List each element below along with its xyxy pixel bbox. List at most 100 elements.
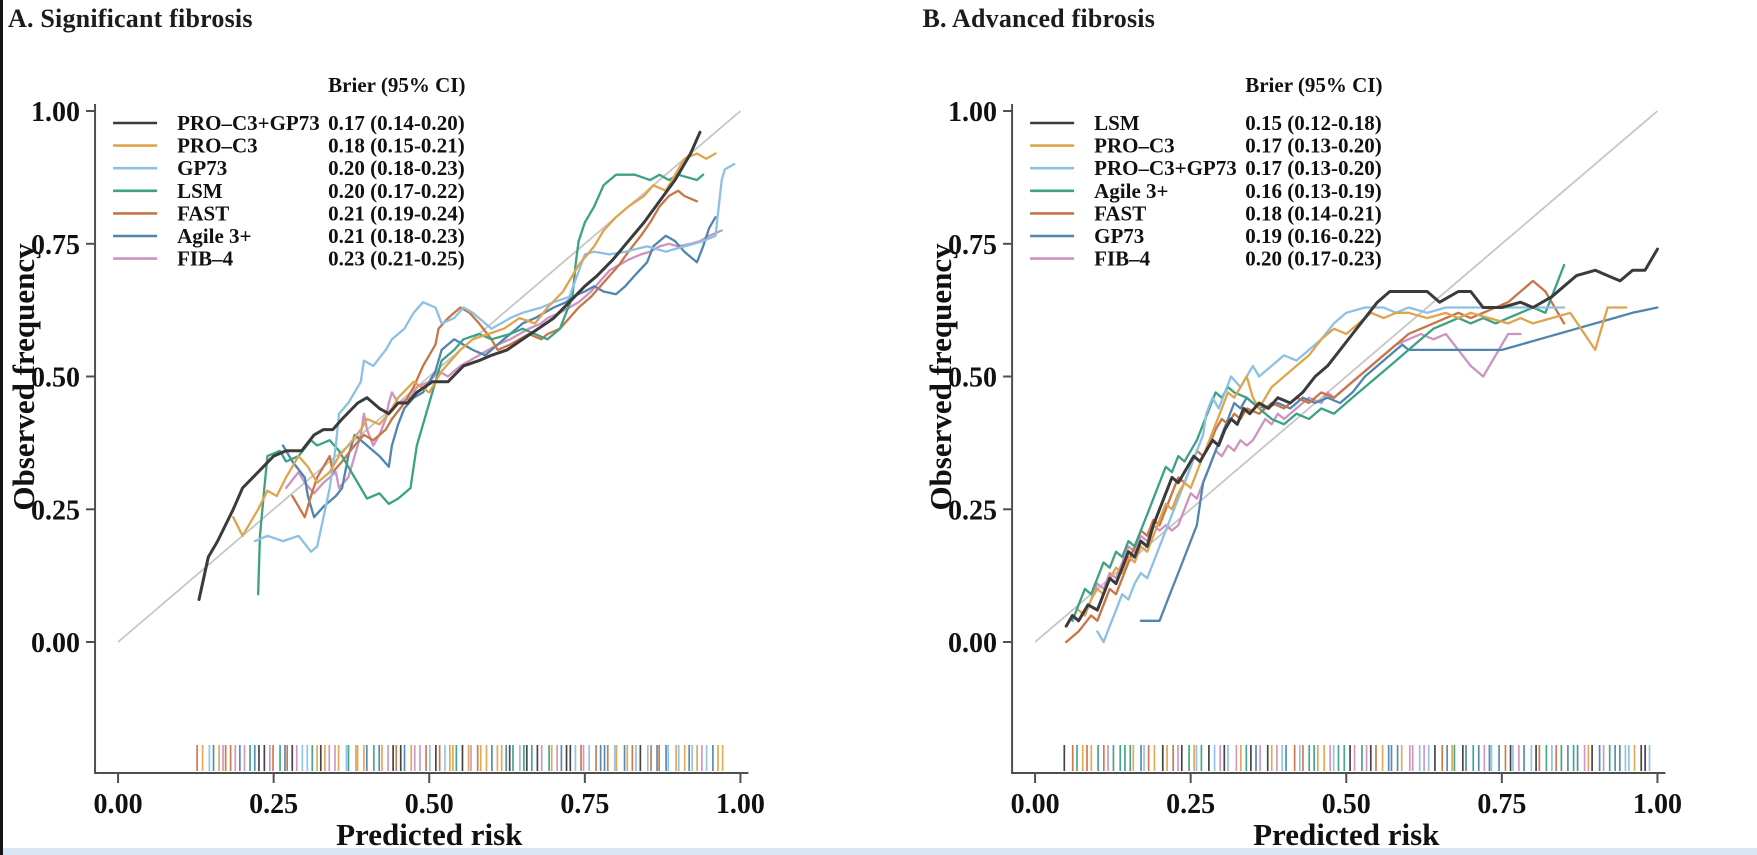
legend-label: Agile 3+: [1094, 179, 1168, 203]
series-line-pro-c3: [1076, 306, 1627, 617]
svg-text:1.00: 1.00: [31, 97, 80, 128]
panel-b-title: B. Advanced fibrosis: [922, 4, 1156, 33]
legend-brier-value: 0.19 (0.16-0.22): [1245, 224, 1382, 248]
legend-header: Brier (95% CI): [328, 73, 465, 97]
legend-brier-value: 0.17 (0.13-0.20): [1245, 156, 1382, 180]
legend-item-fast: FAST 0.18 (0.14-0.21): [1029, 201, 1382, 225]
legend-item-gp73: GP73 0.20 (0.18-0.23): [113, 156, 465, 180]
legend-item-pro-c3-gp73: PRO–C3+GP73 0.17 (0.14-0.20): [113, 111, 465, 135]
legend-brier-value: 0.16 (0.13-0.19): [1245, 179, 1382, 203]
y-axis: [1002, 104, 1013, 773]
legend-label: PRO–C3: [177, 134, 258, 158]
x-axis: [1010, 772, 1665, 783]
svg-text:0.25: 0.25: [948, 495, 997, 526]
legend-item-pro-c3-gp73: PRO–C3+GP73 0.17 (0.13-0.20): [1029, 156, 1382, 180]
y-tick-labels: 0.00 0.25 0.50 0.75 1.00: [31, 97, 80, 659]
svg-text:0.00: 0.00: [94, 789, 143, 820]
legend-item-fib-4: FIB–4 0.20 (0.17-0.23): [1029, 247, 1382, 271]
legend-brier-value: 0.15 (0.12-0.18): [1245, 111, 1382, 135]
legend-brier-value: 0.17 (0.13-0.20): [1245, 134, 1382, 158]
legend-label: FIB–4: [177, 247, 234, 271]
legend-brier-value: 0.20 (0.18-0.23): [328, 156, 465, 180]
series-line-lsm: [1064, 247, 1659, 628]
legend-brier-value: 0.21 (0.18-0.23): [328, 224, 465, 248]
legend: Brier (95% CI) PRO–C3+GP73 0.17 (0.14-0.20…: [113, 73, 465, 271]
svg-text:0.00: 0.00: [948, 628, 997, 659]
series-line-fib-4: [1083, 332, 1522, 617]
svg-text:0.75: 0.75: [948, 230, 997, 261]
legend-item-lsm: LSM 0.20 (0.17-0.22): [113, 179, 465, 203]
bottom-strip: [0, 848, 1757, 855]
svg-text:0.25: 0.25: [1166, 789, 1215, 820]
svg-text:0.75: 0.75: [1477, 789, 1526, 820]
legend-brier-value: 0.20 (0.17-0.22): [328, 179, 465, 203]
legend-item-fast: FAST 0.21 (0.19-0.24): [113, 201, 465, 225]
legend-item-agile-3: Agile 3+ 0.21 (0.18-0.23): [113, 224, 465, 248]
legend-label: LSM: [1094, 111, 1140, 135]
series-line-lsm: [256, 173, 705, 596]
series-line-gp73: [1139, 306, 1659, 622]
svg-text:1.00: 1.00: [716, 789, 765, 820]
series-line-fib-4: [284, 229, 723, 495]
legend-brier-value: 0.18 (0.15-0.21): [328, 134, 465, 158]
series-line-gp73: [253, 162, 736, 553]
legend-label: FAST: [177, 201, 229, 225]
series-lines: [197, 130, 736, 601]
legend-item-lsm: LSM 0.15 (0.12-0.18): [1029, 111, 1382, 135]
x-tick-labels: 0.00 0.25 0.50 0.75 1.00: [94, 789, 765, 820]
svg-text:0.50: 0.50: [405, 789, 454, 820]
legend-header: Brier (95% CI): [1245, 73, 1382, 97]
legend-item-gp73: GP73 0.19 (0.16-0.22): [1029, 224, 1382, 248]
svg-text:0.00: 0.00: [31, 628, 80, 659]
y-tick-labels: 0.00 0.25 0.50 0.75 1.00: [948, 97, 997, 659]
svg-text:1.00: 1.00: [1632, 789, 1681, 820]
window-left-edge: [0, 0, 3, 855]
series-line-fast: [1064, 279, 1565, 644]
legend-label: GP73: [1094, 224, 1144, 248]
svg-text:0.25: 0.25: [249, 789, 298, 820]
panel-significant-fibrosis: A. Significant fibrosis 0.00 0.25 0.50 0.75…: [6, 4, 765, 852]
legend-label: LSM: [177, 179, 223, 203]
svg-text:0.75: 0.75: [560, 789, 609, 820]
legend-label: FIB–4: [1094, 247, 1151, 271]
legend-item-pro-c3: PRO–C3 0.18 (0.15-0.21): [113, 134, 465, 158]
rug-ticks: [1062, 745, 1650, 771]
x-axis-title: Predicted risk: [336, 817, 523, 852]
panel-advanced-fibrosis: B. Advanced fibrosis 0.00 0.25 0.50 0.75 1.0…: [879, 0, 1757, 855]
legend-label: PRO–C3: [1094, 134, 1175, 158]
series-line-pro-c3-gp73: [197, 130, 702, 601]
series-line-agile-3: [281, 216, 717, 519]
x-tick-labels: 0.00 0.25 0.50 0.75 1.00: [1010, 789, 1681, 820]
y-axis-title: Observed frequency: [6, 243, 41, 511]
svg-text:0.25: 0.25: [31, 495, 80, 526]
rug-ticks: [196, 745, 724, 771]
legend-label: PRO–C3+GP73: [177, 111, 320, 135]
legend-brier-value: 0.18 (0.14-0.21): [1245, 201, 1382, 225]
legend-label: PRO–C3+GP73: [1094, 156, 1237, 180]
y-axis: [86, 104, 97, 773]
svg-text:0.50: 0.50: [31, 363, 80, 394]
panel-a-title: A. Significant fibrosis: [8, 4, 253, 33]
x-axis: [94, 772, 749, 783]
svg-text:0.50: 0.50: [1321, 789, 1370, 820]
series-line-pro-c3: [232, 152, 717, 537]
svg-text:0.75: 0.75: [31, 230, 80, 261]
legend-brier-value: 0.23 (0.21-0.25): [328, 247, 465, 271]
legend-label: GP73: [177, 156, 227, 180]
svg-text:0.00: 0.00: [1010, 789, 1059, 820]
y-axis-title: Observed frequency: [923, 243, 958, 511]
svg-text:0.50: 0.50: [948, 363, 997, 394]
series-line-agile-3: [1070, 263, 1565, 622]
reference-diagonal: [117, 110, 742, 643]
legend-brier-value: 0.17 (0.14-0.20): [328, 111, 465, 135]
legend-label: Agile 3+: [177, 224, 251, 248]
legend-item-pro-c3: PRO–C3 0.17 (0.13-0.20): [1029, 134, 1382, 158]
series-lines: [1064, 247, 1659, 644]
legend-brier-value: 0.20 (0.17-0.23): [1245, 247, 1382, 271]
legend: Brier (95% CI) LSM 0.15 (0.12-0.18) PRO–C3 0…: [1029, 73, 1382, 271]
series-line-pro-c3-gp73: [1095, 306, 1565, 644]
